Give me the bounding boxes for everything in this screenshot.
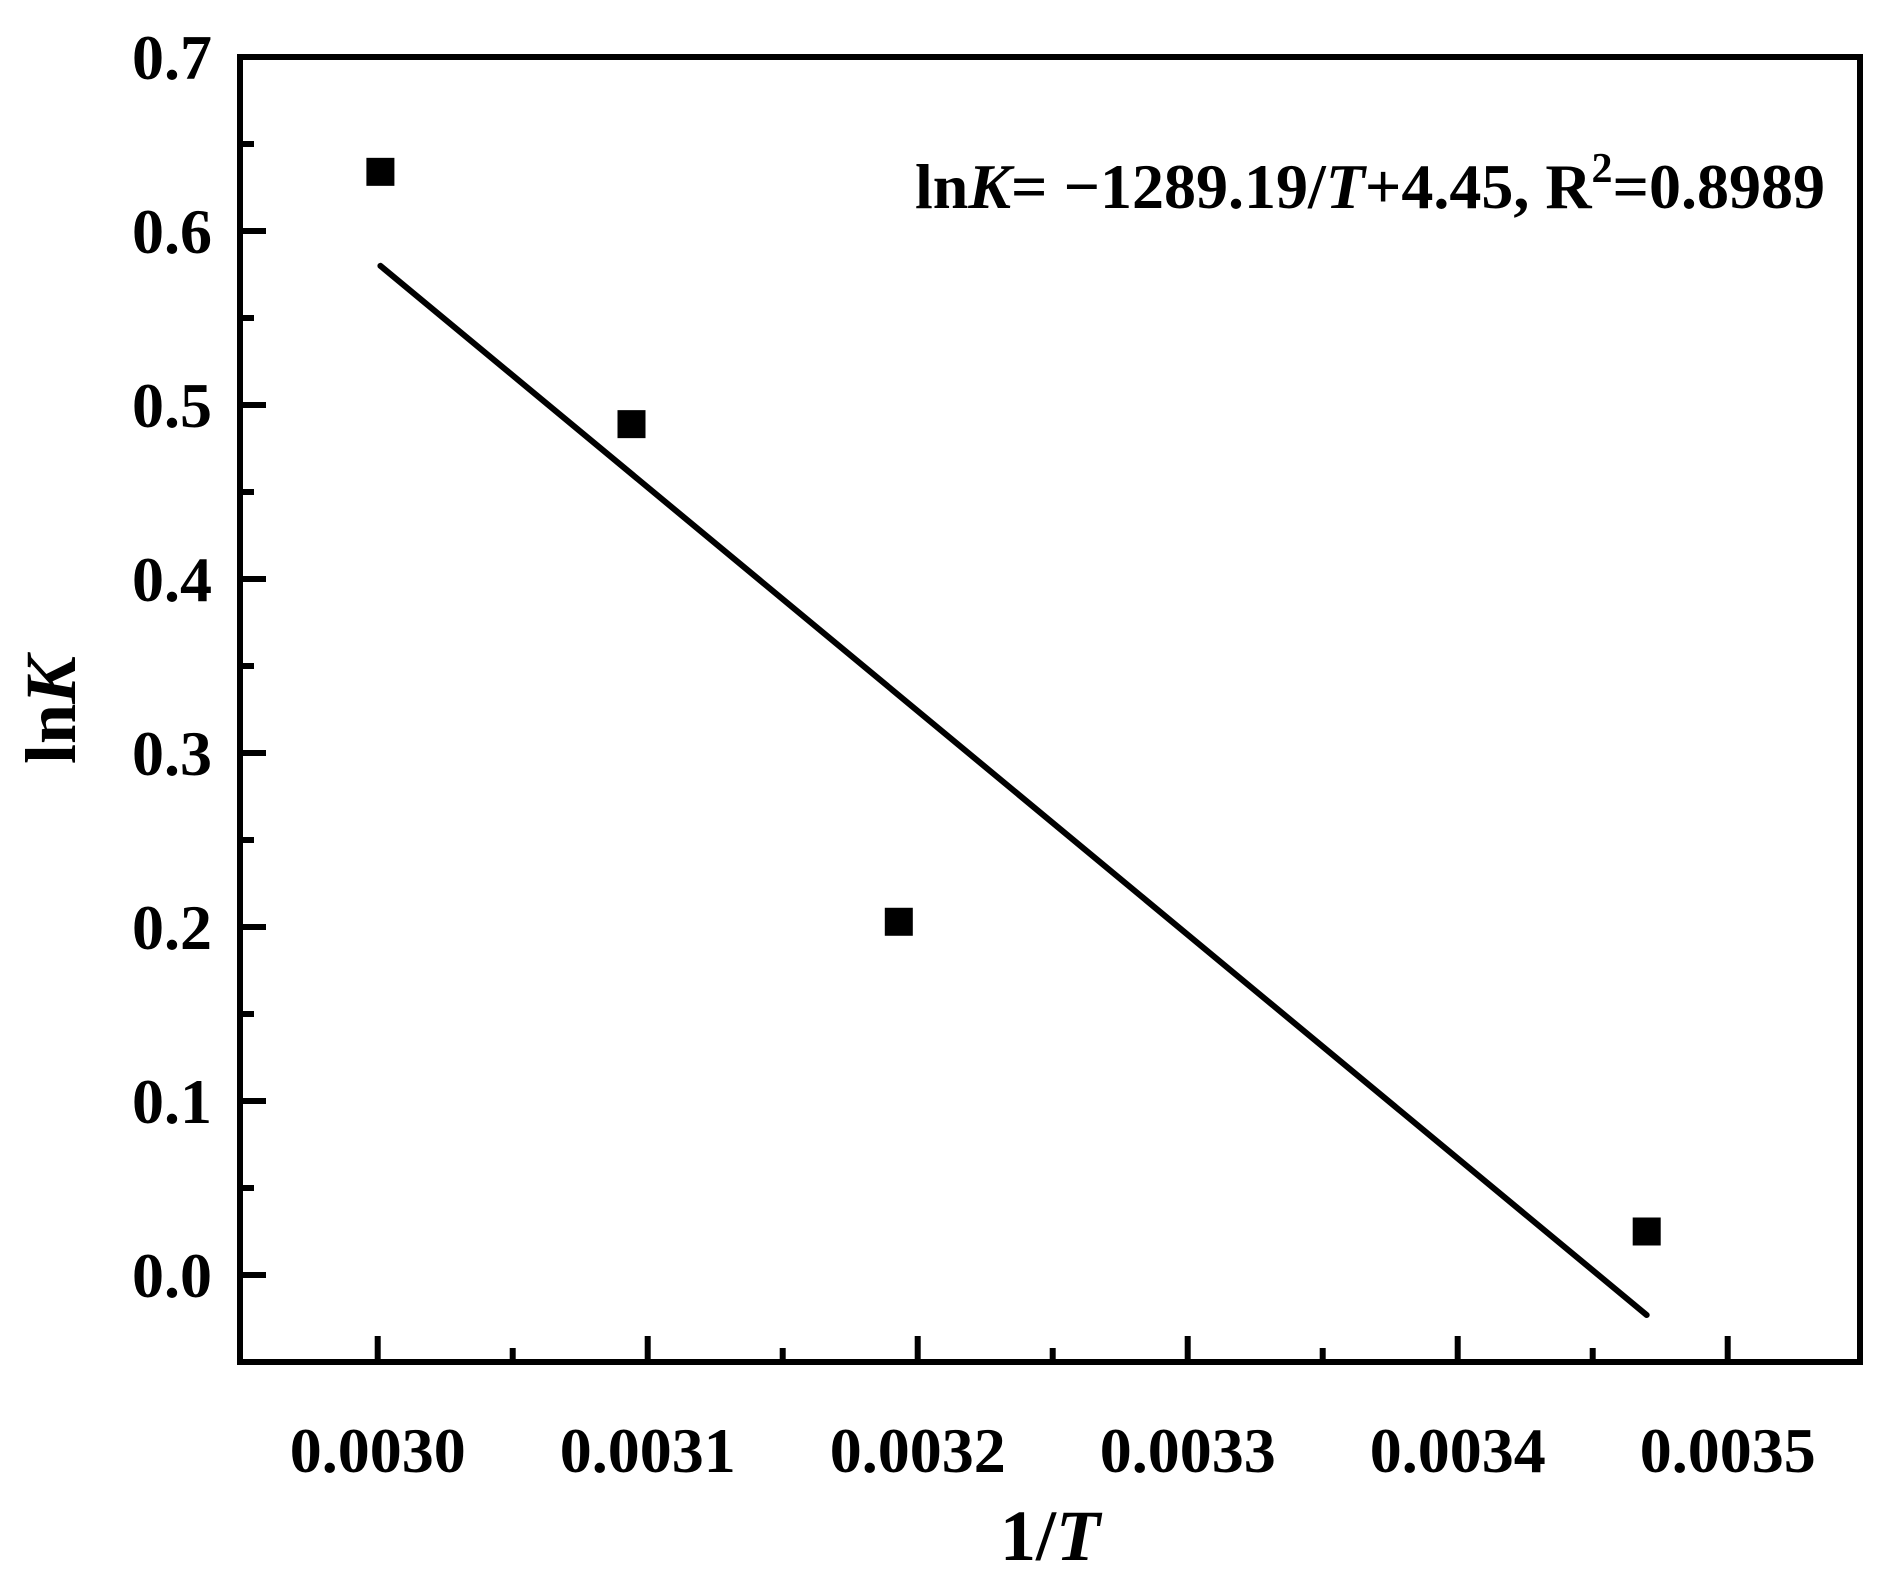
data-point (884, 907, 913, 936)
data-point (1632, 1217, 1661, 1246)
y-axis-title-prefix: ln (11, 704, 91, 764)
axis-tick-labels: 0.0030 0.0031 0.0032 0.0033 0.0034 0.0035 0.0 0… (132, 22, 1816, 1486)
equation-r-squared: =0.8989 (1613, 151, 1825, 222)
axis-ticks (240, 54, 1731, 1362)
equation-superscript: 2 (1592, 146, 1613, 192)
x-tick-label: 0.0032 (830, 1415, 1006, 1486)
x-axis-title-prefix: 1/ (1000, 1496, 1057, 1576)
y-tick-label: 0.3 (132, 718, 212, 789)
equation-t: T (1326, 151, 1368, 222)
x-tick-label: 0.0035 (1640, 1415, 1816, 1486)
equation-intercept: +4.45, R (1365, 151, 1592, 222)
x-tick-label: 0.0033 (1100, 1415, 1276, 1486)
y-tick-label: 0.7 (132, 22, 212, 93)
x-tick-label: 0.0031 (560, 1415, 736, 1486)
y-tick-label: 0.5 (132, 370, 212, 441)
y-tick-label: 0.1 (132, 1066, 212, 1137)
equation-slope: = −1289.19/ (1011, 151, 1327, 222)
y-tick-label: 0.6 (132, 196, 212, 267)
fit-line (377, 262, 1650, 1319)
x-axis-title-var: T (1056, 1496, 1103, 1576)
data-marks (366, 157, 1661, 1319)
x-tick-label: 0.0034 (1370, 1415, 1546, 1486)
data-point (366, 157, 395, 186)
equation-annotation: lnK= −1289.19/T+4.45, R2=0.8989 (915, 146, 1825, 222)
equation-ln: ln (915, 151, 968, 222)
data-point (617, 410, 646, 439)
y-tick-label: 0.0 (132, 1240, 212, 1311)
x-tick-label: 0.0030 (290, 1415, 466, 1486)
y-axis-title: lnK (11, 651, 91, 764)
y-tick-label: 0.4 (132, 544, 212, 615)
x-axis-title: 1/T (1000, 1496, 1103, 1576)
equation-k: K (967, 151, 1015, 222)
y-tick-label: 0.2 (132, 892, 212, 963)
plot-frame (237, 54, 1863, 1365)
y-axis-title-var: K (11, 651, 91, 705)
